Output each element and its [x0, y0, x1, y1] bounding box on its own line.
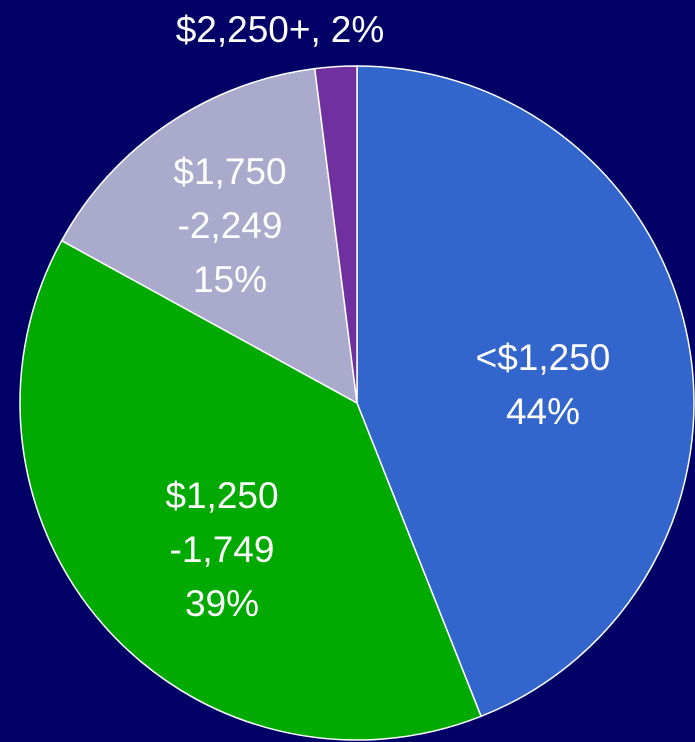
- value-label: 15%: [193, 259, 267, 300]
- value-label: 2%: [331, 9, 384, 50]
- category-label: $2,250+,: [176, 9, 321, 50]
- category-label: <$1,250: [476, 337, 611, 378]
- slice-label: $2,250+, 2%: [176, 9, 385, 50]
- category-label: $1,750: [173, 151, 286, 192]
- pie-slice: [19, 239, 483, 741]
- category-label: -1,749: [170, 529, 275, 570]
- pie-slice: [313, 65, 358, 404]
- value-label: 39%: [185, 583, 259, 624]
- pie-slice: [60, 67, 358, 405]
- category-label: -2,249: [178, 205, 283, 246]
- pie-slice: [356, 65, 695, 718]
- value-label: 44%: [506, 391, 580, 432]
- category-label: $1,250: [165, 475, 278, 516]
